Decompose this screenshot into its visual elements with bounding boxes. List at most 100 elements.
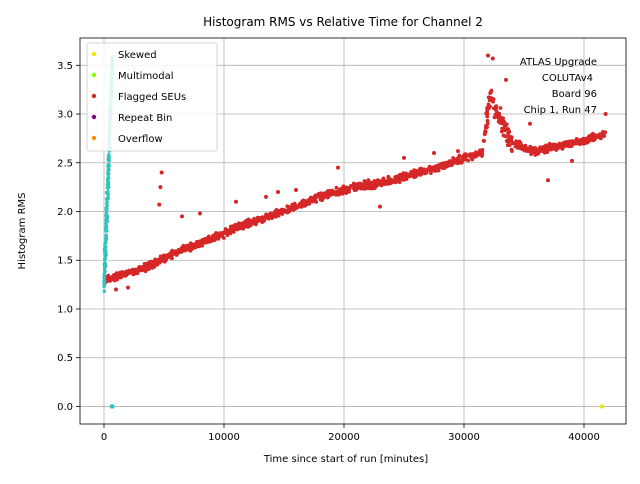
flagged-seu-point [599, 136, 603, 141]
flagged-seu-outlier [294, 188, 298, 193]
legend-label: Flagged SEUs [118, 92, 186, 103]
flagged-seu-point [290, 203, 295, 208]
flagged-seu-point [282, 208, 287, 213]
flagged-seu-point [412, 171, 416, 176]
flagged-seu-point [493, 107, 498, 112]
flagged-seu-point [550, 142, 554, 147]
flagged-seu-point [302, 203, 307, 208]
flagged-seu-point [452, 159, 457, 163]
flagged-seu-point [416, 170, 421, 175]
flagged-seu-point [112, 272, 116, 277]
flagged-seu-point [560, 143, 565, 147]
flagged-seu-point [441, 161, 446, 166]
flagged-seu-outlier [276, 190, 280, 195]
flagged-seu-point [211, 238, 215, 243]
flagged-seu-point [187, 247, 192, 252]
x-tick-label: 10000 [208, 432, 240, 443]
flagged-seu-point [111, 277, 116, 282]
flagged-seu-point [216, 235, 220, 240]
flagged-seu-point [119, 275, 124, 280]
flagged-seu-point [362, 186, 367, 191]
flagged-seu-outlier [180, 214, 184, 219]
baseline-point [106, 162, 110, 166]
baseline-point [105, 197, 109, 201]
x-tick-label: 20000 [328, 432, 360, 443]
flagged-seu-point [245, 222, 250, 227]
flagged-seu-point [531, 146, 536, 151]
flagged-seu-point [147, 260, 152, 264]
flagged-seu-point [148, 265, 153, 270]
flagged-seu-point [398, 176, 402, 181]
flagged-seu-point [152, 259, 156, 264]
flagged-seu-point [201, 239, 205, 244]
flagged-seu-point [362, 179, 367, 184]
flagged-seu-point [255, 216, 260, 221]
flagged-seu-point [502, 133, 507, 138]
flagged-seu-outlier [603, 112, 608, 117]
flagged-seu-point [570, 141, 574, 146]
flagged-seu-point [485, 106, 490, 111]
flagged-seu-point [127, 270, 132, 275]
run-annotation: ATLAS Upgrade COLUTAv4 Board 96 Chip 1, … [520, 57, 597, 116]
y-tick-label: 0.0 [57, 402, 73, 413]
flagged-seu-point [408, 171, 413, 176]
flagged-seu-point [507, 129, 512, 134]
flagged-seu-point [498, 106, 503, 110]
flagged-seu-point [547, 146, 552, 151]
flagged-seu-point [124, 269, 129, 274]
flagged-seu-point [507, 143, 512, 148]
flagged-seu-point [143, 266, 147, 271]
flagged-seu-point [187, 243, 192, 248]
flagged-seu-point [466, 158, 471, 163]
flagged-seu-point [528, 146, 533, 151]
flagged-seu-point [529, 152, 534, 157]
series-point [109, 404, 115, 409]
flagged-seu-point [381, 177, 385, 182]
flagged-seu-outlier [158, 185, 163, 190]
flagged-seu-point [108, 278, 113, 282]
flagged-seu-point [228, 228, 232, 233]
flagged-seu-point [496, 112, 500, 117]
flagged-seu-point [533, 150, 538, 155]
flagged-seu-point [412, 168, 416, 172]
flagged-seu-point [121, 270, 126, 275]
flagged-seu-point [177, 248, 181, 253]
flagged-seu-point [508, 136, 513, 141]
flagged-seu-outlier [528, 121, 532, 126]
baseline-point [107, 185, 111, 189]
flagged-seu-point [434, 168, 438, 173]
flagged-seu-point [536, 151, 541, 156]
flagged-seu-point [579, 138, 584, 143]
flagged-seu-point [538, 148, 543, 153]
flagged-seu-point [593, 136, 598, 141]
flagged-seu-outlier [264, 194, 268, 199]
flagged-seu-point [565, 141, 570, 146]
flagged-seu-point [318, 191, 323, 196]
flagged-seu-point [485, 114, 490, 119]
flagged-seu-point [258, 216, 263, 220]
flagged-seu-point [274, 207, 279, 212]
baseline-point [104, 252, 108, 257]
baseline-point [103, 244, 107, 248]
flagged-seu-point [320, 196, 325, 200]
flagged-seu-point [339, 186, 344, 191]
legend-marker [91, 114, 97, 120]
flagged-seu-point [524, 146, 529, 151]
y-tick-label: 0.5 [57, 353, 73, 364]
annotation-line-2: COLUTAv4 [542, 73, 593, 84]
flagged-seu-point [366, 178, 371, 183]
flagged-seu-outlier [126, 285, 130, 290]
flagged-seu-point [156, 260, 161, 265]
flagged-seu-outlier [402, 155, 406, 160]
baseline-point [103, 269, 107, 273]
flagged-seu-point [287, 206, 292, 211]
flagged-seu-point [503, 128, 507, 133]
flagged-seu-point [489, 88, 494, 93]
flagged-seu-point [498, 118, 503, 123]
flagged-seu-point [413, 174, 418, 179]
baseline-point [102, 289, 106, 293]
flagged-seu-point [460, 158, 465, 163]
flagged-seu-point [344, 185, 349, 190]
flagged-seu-outlier [546, 178, 550, 183]
flagged-seu-point [261, 216, 266, 221]
